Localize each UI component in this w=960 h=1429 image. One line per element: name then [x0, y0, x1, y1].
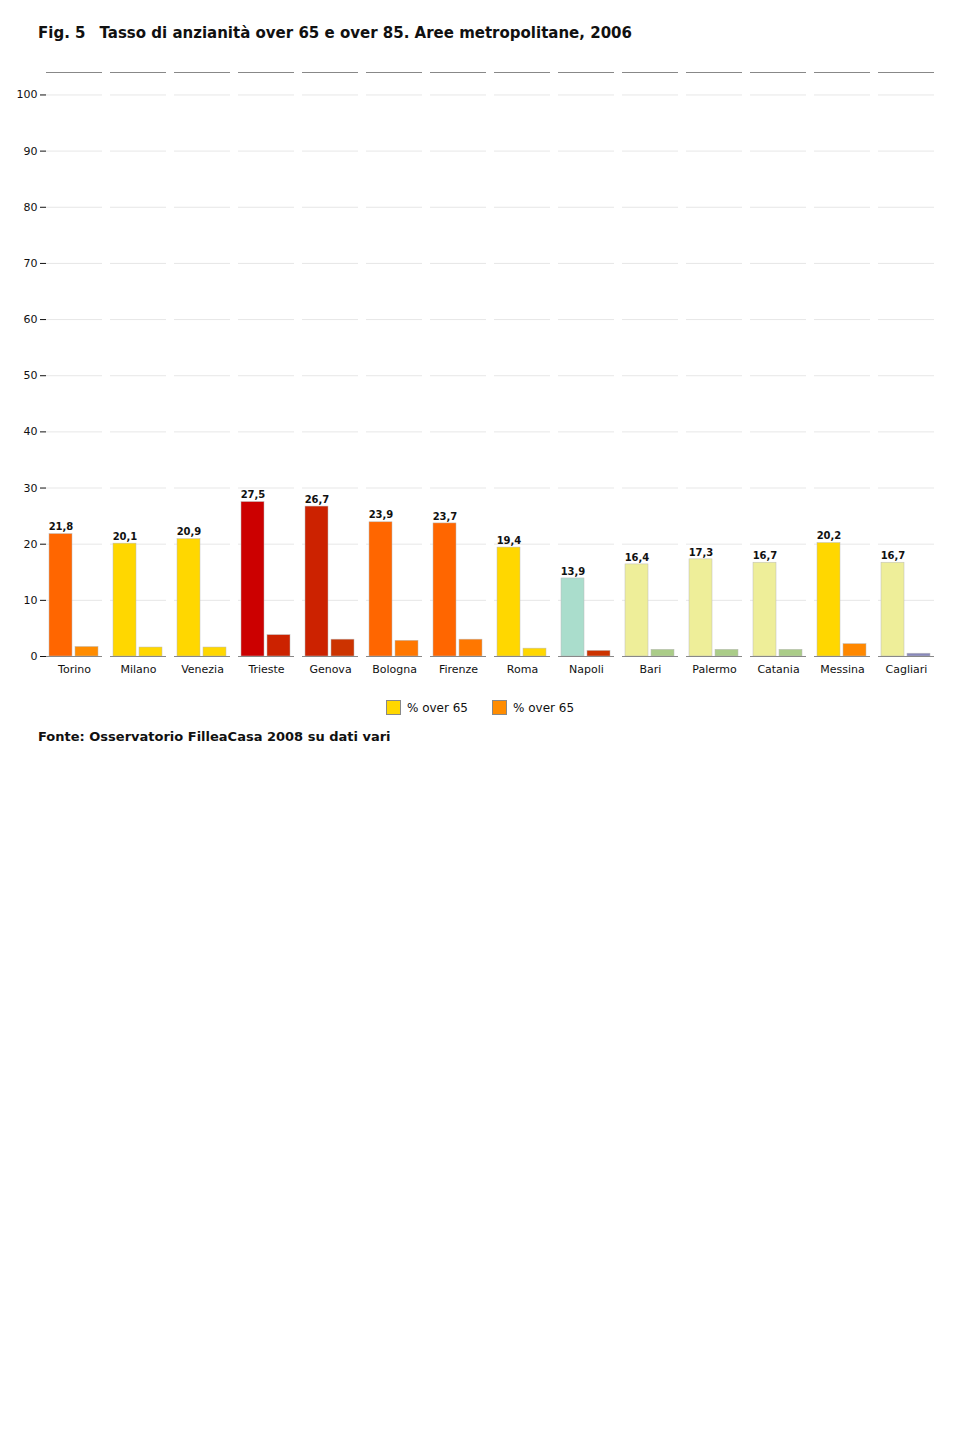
html-text:% over 65: % over 65: [406, 700, 468, 715]
svg-text:Torino: Torino: [57, 663, 91, 676]
html-text:% over 65: % over 65: [513, 700, 575, 715]
svg-text:23,7: 23,7: [433, 511, 458, 522]
svg-text:16,7: 16,7: [881, 550, 906, 561]
svg-text:17,3: 17,3: [689, 547, 714, 558]
svg-text:Palermo: Palermo: [692, 663, 737, 676]
svg-text:16,4: 16,4: [625, 552, 650, 563]
svg-text:Messina: Messina: [820, 663, 865, 676]
svg-text:23,9: 23,9: [369, 509, 394, 520]
svg-text:100: 100: [17, 88, 38, 101]
svg-text:Cagliari: Cagliari: [886, 663, 928, 676]
svg-text:16,7: 16,7: [753, 550, 778, 561]
svg-text:80: 80: [24, 201, 38, 214]
svg-text:Trieste: Trieste: [247, 663, 284, 676]
svg-text:50: 50: [24, 369, 38, 382]
svg-text:21,8: 21,8: [49, 521, 74, 532]
html-text:Fig. 5: Fig. 5: [38, 24, 86, 42]
svg-text:Bari: Bari: [640, 663, 662, 676]
svg-text:Milano: Milano: [120, 663, 156, 676]
svg-text:70: 70: [24, 257, 38, 270]
svg-text:Bologna: Bologna: [372, 663, 417, 676]
svg-text:13,9: 13,9: [561, 566, 586, 577]
svg-text:60: 60: [24, 313, 38, 326]
svg-text:19,4: 19,4: [497, 535, 522, 546]
svg-text:40: 40: [24, 425, 38, 438]
svg-text:Venezia: Venezia: [181, 663, 224, 676]
svg-text:26,7: 26,7: [305, 494, 330, 505]
html-text:Tasso di anzianità over 65 e o: Tasso di anzianità over 65 e over 85. Ar…: [99, 24, 632, 42]
svg-text:20,9: 20,9: [177, 526, 202, 537]
svg-text:20,2: 20,2: [817, 530, 842, 541]
html-text:Fonte: Osservatorio FilleaCasa: Fonte: Osservatorio FilleaCasa 2008 su d…: [38, 729, 391, 744]
svg-text:Catania: Catania: [757, 663, 799, 676]
svg-text:20: 20: [24, 538, 38, 551]
svg-text:Genova: Genova: [309, 663, 351, 676]
svg-text:30: 30: [24, 482, 38, 495]
svg-text:Roma: Roma: [507, 663, 538, 676]
svg-text:10: 10: [24, 594, 38, 607]
svg-text:27,5: 27,5: [241, 489, 266, 500]
svg-text:0: 0: [31, 650, 38, 663]
svg-text:Firenze: Firenze: [439, 663, 478, 676]
svg-text:20,1: 20,1: [113, 531, 138, 542]
svg-text:Napoli: Napoli: [569, 663, 604, 676]
svg-text:90: 90: [24, 145, 38, 158]
